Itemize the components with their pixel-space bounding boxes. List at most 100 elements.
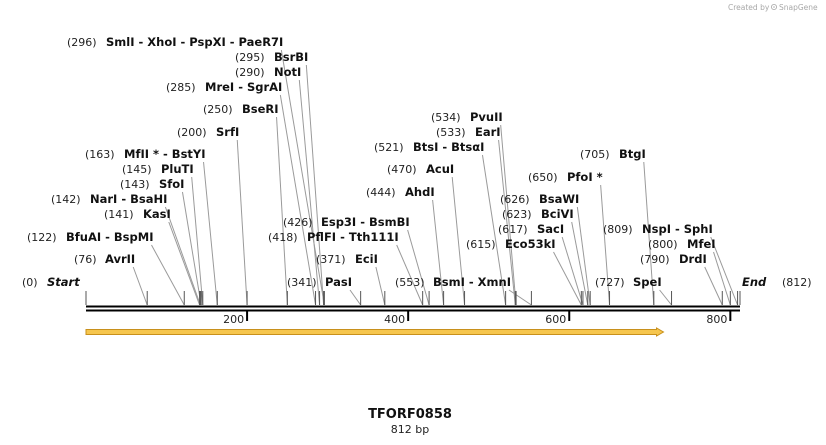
label-enzyme-acui[interactable]: AcuI	[426, 162, 454, 176]
label-enzyme-bcivi[interactable]: BciVI	[541, 207, 574, 221]
leader-line	[553, 251, 582, 306]
leader-line	[600, 184, 611, 306]
label-pos-418: (418)	[268, 231, 298, 244]
label-enzyme-nari[interactable]: NarI - BsaHI	[90, 192, 167, 206]
label-pos-705: (705)	[580, 148, 610, 161]
label-pos-295: (295)	[235, 51, 265, 64]
label-pos-800: (800)	[648, 238, 678, 251]
label-end: End	[742, 275, 767, 289]
leader-line	[643, 161, 655, 306]
label-enzyme-drdi[interactable]: DrdI	[679, 252, 707, 266]
axis-tick-label: 200	[223, 313, 244, 326]
axis-tick-label: 800	[706, 313, 727, 326]
leader-line	[279, 94, 317, 306]
label-enzyme-eco53ki[interactable]: Eco53kI	[505, 237, 556, 251]
label-pos-444: (444)	[366, 186, 396, 199]
label-pos-521: (521)	[374, 141, 404, 154]
label-pos-623: (623)	[502, 208, 532, 221]
label-pos-615: (615)	[466, 238, 496, 251]
label-enzyme-smli[interactable]: SmlI - XhoI - PspXI - PaeR7I	[106, 35, 283, 49]
leader-line	[561, 236, 584, 306]
label-enzyme-mfei[interactable]: MfeI	[687, 237, 716, 251]
label-pos-553: (553)	[395, 276, 425, 289]
label-enzyme-mfli[interactable]: MfII * - BstYI	[124, 147, 206, 161]
label-enzyme-pvuii[interactable]: PvuII	[470, 110, 503, 124]
label-pos-end: (812)	[782, 276, 812, 289]
leader-line	[298, 79, 321, 306]
leader-line	[168, 221, 201, 306]
label-pos-790: (790)	[640, 253, 670, 266]
label-enzyme-pasi[interactable]: PasI	[325, 275, 352, 289]
label-enzyme-srfi[interactable]: SrfI	[216, 125, 239, 139]
label-pos-141: (141)	[104, 208, 134, 221]
leader-line	[236, 139, 248, 306]
label-enzyme-ahdi[interactable]: AhdI	[405, 185, 435, 199]
leader-line	[508, 289, 532, 306]
sequence-length: 812 bp	[391, 423, 429, 436]
leader-line	[451, 176, 466, 306]
leader-line	[481, 154, 507, 306]
label-pos-285: (285)	[166, 81, 196, 94]
label-enzyme-btsi[interactable]: BtsI - BtsαI	[413, 140, 484, 154]
leader-line	[349, 289, 362, 306]
label-enzyme-bseri[interactable]: BseRI	[242, 102, 279, 116]
label-enzyme-mrei[interactable]: MreI - SgrAI	[205, 80, 282, 94]
leader-line	[571, 221, 589, 306]
label-pos-122: (122)	[27, 231, 57, 244]
leader-line	[498, 139, 516, 306]
label-enzyme-bsrbi[interactable]: BsrBI	[274, 50, 308, 64]
leader-line	[151, 244, 185, 306]
label-enzyme-kasi[interactable]: KasI	[143, 207, 171, 221]
label-pos-426: (426)	[283, 216, 313, 229]
label-enzyme-avrii[interactable]: AvrII	[105, 252, 135, 266]
snapgene-logo-icon	[770, 3, 778, 11]
leader-line	[710, 236, 739, 306]
leader-line	[181, 191, 202, 306]
orf-feature-arrow[interactable]	[85, 327, 665, 337]
label-pos-start: (0)	[22, 276, 38, 289]
leader-line	[704, 266, 723, 306]
label-pos-626: (626)	[500, 193, 530, 206]
site-ticks	[85, 291, 741, 305]
leader-line	[276, 116, 288, 306]
axis-tick-label: 600	[545, 313, 566, 326]
leader-line	[713, 251, 731, 306]
label-pos-296: (296)	[67, 36, 97, 49]
label-enzyme-spei[interactable]: SpeI	[633, 275, 662, 289]
leader-line	[432, 199, 445, 306]
label-pos-143: (143)	[120, 178, 150, 191]
label-enzyme-pfoi[interactable]: PfoI *	[567, 170, 603, 184]
leader-line	[280, 49, 325, 306]
label-enzyme-sfoi[interactable]: SfoI	[159, 177, 184, 191]
label-enzyme-bsmi[interactable]: BsmI - XmnI	[433, 275, 511, 289]
label-pos-200: (200)	[177, 126, 207, 139]
label-pos-534: (534)	[431, 111, 461, 124]
label-pos-341: (341)	[287, 276, 317, 289]
label-enzyme-btgi[interactable]: BtgI	[619, 147, 646, 161]
enzyme-labels: (296) SmlI - XhoI - PspXI - PaeR7I (295)…	[22, 35, 812, 289]
label-pos-145: (145)	[122, 163, 152, 176]
label-pos-727: (727)	[595, 276, 625, 289]
sequence-title: TFORF0858	[368, 407, 452, 422]
label-enzyme-bsawi[interactable]: BsaWI	[539, 192, 579, 206]
label-enzyme-saci[interactable]: SacI	[537, 222, 564, 236]
label-enzyme-pluti[interactable]: PluTI	[161, 162, 194, 176]
axis-tick-label: 400	[384, 313, 405, 326]
label-enzyme-noti[interactable]: NotI	[274, 65, 301, 79]
label-enzyme-ecii[interactable]: EciI	[355, 252, 378, 266]
label-pos-163: (163)	[85, 148, 115, 161]
label-pos-290: (290)	[235, 66, 265, 79]
label-enzyme-esp3i[interactable]: Esp3I - BsmBI	[321, 215, 410, 229]
label-pos-142: (142)	[51, 193, 81, 206]
leader-line	[132, 266, 148, 306]
label-pos-371: (371)	[316, 253, 346, 266]
leader-line	[407, 229, 430, 306]
credit-brand: SnapGene	[779, 3, 818, 12]
bp-axis: 200 400 600 800	[223, 311, 732, 326]
leader-line	[203, 161, 218, 306]
label-enzyme-bfuai[interactable]: BfuAI - BspMI	[66, 230, 153, 244]
label-enzyme-nspi[interactable]: NspI - SphI	[642, 222, 713, 236]
label-enzyme-pflfi[interactable]: PflFI - Tth111I	[307, 230, 399, 244]
label-enzyme-eari[interactable]: EarI	[475, 125, 501, 139]
